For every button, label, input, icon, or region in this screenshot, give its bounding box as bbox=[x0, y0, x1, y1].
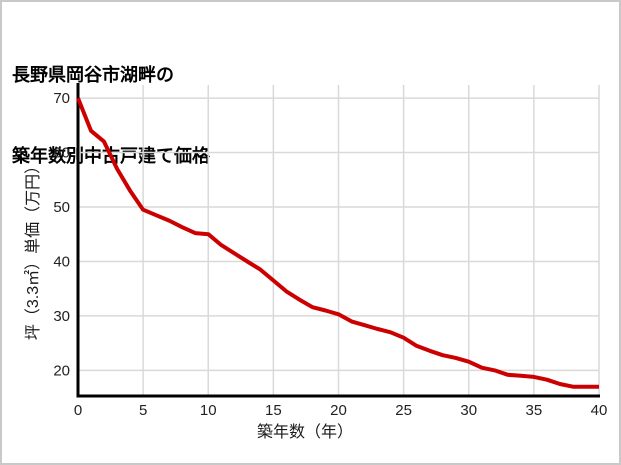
y-tick-label-30: 30 bbox=[53, 308, 70, 325]
y-tick-label-70: 70 bbox=[53, 90, 70, 107]
chart-title-line1: 長野県岡谷市湖畔の bbox=[12, 65, 174, 85]
x-tick-label-40: 40 bbox=[591, 402, 608, 419]
y-tick-label-60: 60 bbox=[53, 145, 70, 162]
y-tick-label-50: 50 bbox=[53, 199, 70, 216]
x-tick-label-30: 30 bbox=[460, 402, 477, 419]
y-axis-label: 坪（3.3㎡）単価（万円） bbox=[25, 157, 42, 341]
price-line bbox=[76, 97, 599, 389]
x-tick-label-25: 25 bbox=[395, 402, 412, 419]
x-tick-label-5: 5 bbox=[139, 402, 147, 419]
x-tick-label-15: 15 bbox=[265, 402, 282, 419]
x-tick-label-35: 35 bbox=[526, 402, 543, 419]
x-tick-label-20: 20 bbox=[330, 402, 347, 419]
y-tick-label-40: 40 bbox=[53, 253, 70, 270]
y-tick-label-20: 20 bbox=[53, 362, 70, 379]
x-tick-label-0: 0 bbox=[74, 402, 82, 419]
x-axis-label: 築年数（年） bbox=[256, 424, 353, 441]
x-tick-label-10: 10 bbox=[200, 402, 217, 419]
